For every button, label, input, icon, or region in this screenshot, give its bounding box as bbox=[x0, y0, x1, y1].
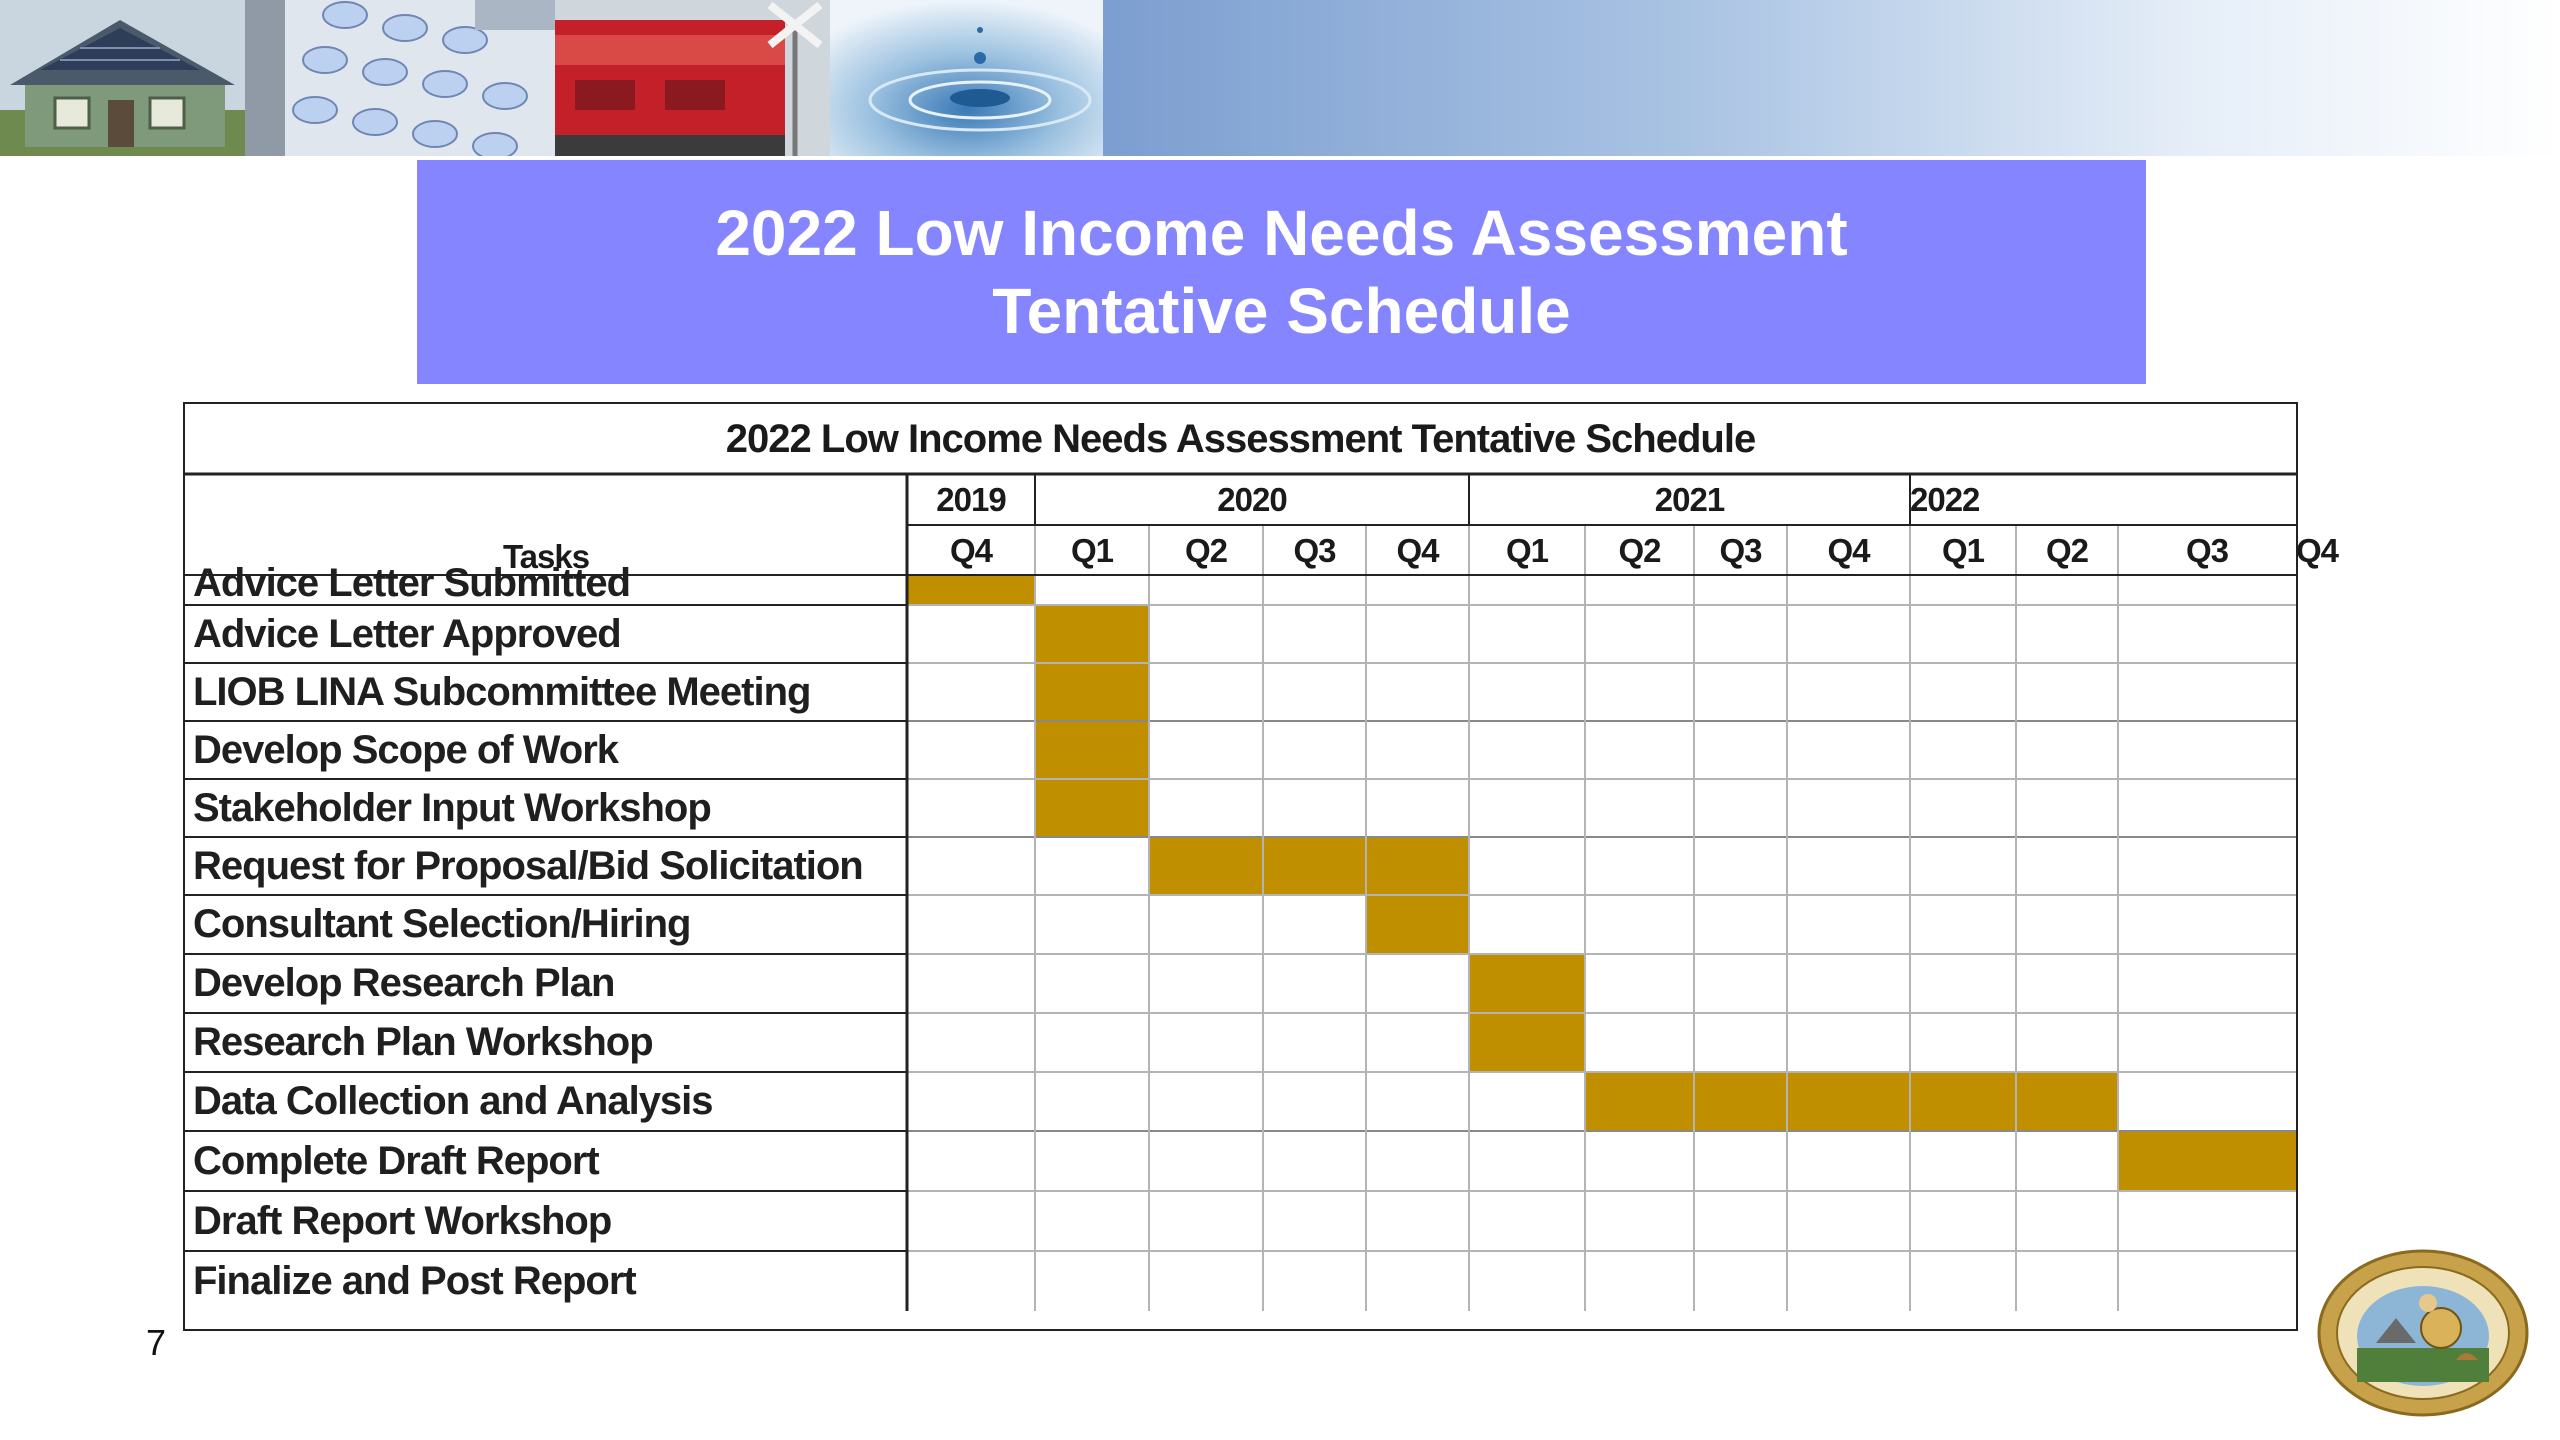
year-header: 2020 bbox=[1217, 480, 1287, 518]
quarter-header: Q4 bbox=[949, 532, 993, 569]
task-label: Advice Letter Approved bbox=[193, 611, 622, 656]
quarter-header: Q4 bbox=[1396, 532, 1439, 569]
header-banner bbox=[0, 0, 2560, 156]
water-drop-photo bbox=[830, 0, 1103, 156]
phone-keypad-photo bbox=[245, 0, 555, 156]
task-label: Complete Draft Report bbox=[193, 1138, 600, 1183]
gantt-title: 2022 Low Income Needs Assessment Tentati… bbox=[725, 416, 1756, 461]
task-label: LIOB LINA Subcommittee Meeting bbox=[193, 669, 811, 714]
year-header: 2022 bbox=[1910, 480, 1980, 518]
gantt-bar bbox=[1149, 837, 1469, 895]
quarter-header: Q1 bbox=[1070, 532, 1114, 569]
task-label: Request for Proposal/Bid Solicitation bbox=[193, 843, 864, 888]
quarter-header: Q3 bbox=[1719, 532, 1762, 569]
gantt-bar bbox=[1035, 721, 1149, 779]
tasks-column-header: Tasks bbox=[502, 538, 590, 575]
page-number: 7 bbox=[146, 1322, 167, 1363]
quarter-header: Q1 bbox=[1505, 532, 1549, 569]
gantt-bar bbox=[2118, 1131, 2296, 1191]
gantt-bar bbox=[907, 575, 1035, 605]
quarter-header: Q2 bbox=[2045, 532, 2089, 569]
task-label: Draft Report Workshop bbox=[193, 1198, 612, 1243]
banner-gradient bbox=[1103, 0, 2560, 156]
gantt-bar bbox=[1035, 663, 1149, 721]
gantt-bar bbox=[1035, 605, 1149, 663]
quarter-header: Q2 bbox=[1618, 532, 1661, 569]
task-label: Develop Research Plan bbox=[193, 961, 615, 1005]
gantt-grid bbox=[185, 472, 2296, 1311]
task-label: Advice Letter Submitted bbox=[193, 560, 631, 605]
slide-title-box: 2022 Low Income Needs Assessment Tentati… bbox=[417, 160, 2146, 384]
gantt-bar bbox=[1469, 1013, 1585, 1072]
house-solar-photo bbox=[0, 0, 245, 156]
gantt-bar bbox=[1469, 954, 1585, 1013]
gantt-table: 2022 Low Income Needs Assessment Tentati… bbox=[183, 402, 2339, 1331]
task-label: Data Collection and Analysis bbox=[193, 1079, 714, 1123]
task-label: Consultant Selection/Hiring bbox=[193, 902, 691, 946]
gantt-bar bbox=[1366, 895, 1469, 954]
task-label: Research Plan Workshop bbox=[193, 1020, 654, 1064]
year-header: 2019 bbox=[936, 480, 1006, 518]
slide-title-line1: 2022 Low Income Needs Assessment bbox=[715, 197, 1848, 269]
cpuc-seal-logo bbox=[2316, 1248, 2530, 1418]
red-train-photo bbox=[555, 0, 830, 156]
task-label: Finalize and Post Report bbox=[193, 1258, 637, 1303]
year-header: 2021 bbox=[1654, 480, 1725, 518]
quarter-header: Q3 bbox=[1293, 532, 1336, 569]
quarter-header: Q3 bbox=[2185, 532, 2229, 569]
quarter-header: Q4 bbox=[1827, 532, 1870, 569]
quarter-header: Q2 bbox=[1184, 532, 1228, 569]
task-label: Stakeholder Input Workshop bbox=[193, 785, 712, 830]
gantt-bar bbox=[1035, 779, 1149, 837]
quarter-header: Q1 bbox=[1941, 532, 1985, 569]
gantt-bar bbox=[1585, 1072, 2118, 1131]
slide-title-line2: Tentative Schedule bbox=[992, 275, 1571, 347]
task-label: Develop Scope of Work bbox=[193, 727, 619, 772]
quarter-header: Q4 bbox=[2296, 532, 2339, 569]
